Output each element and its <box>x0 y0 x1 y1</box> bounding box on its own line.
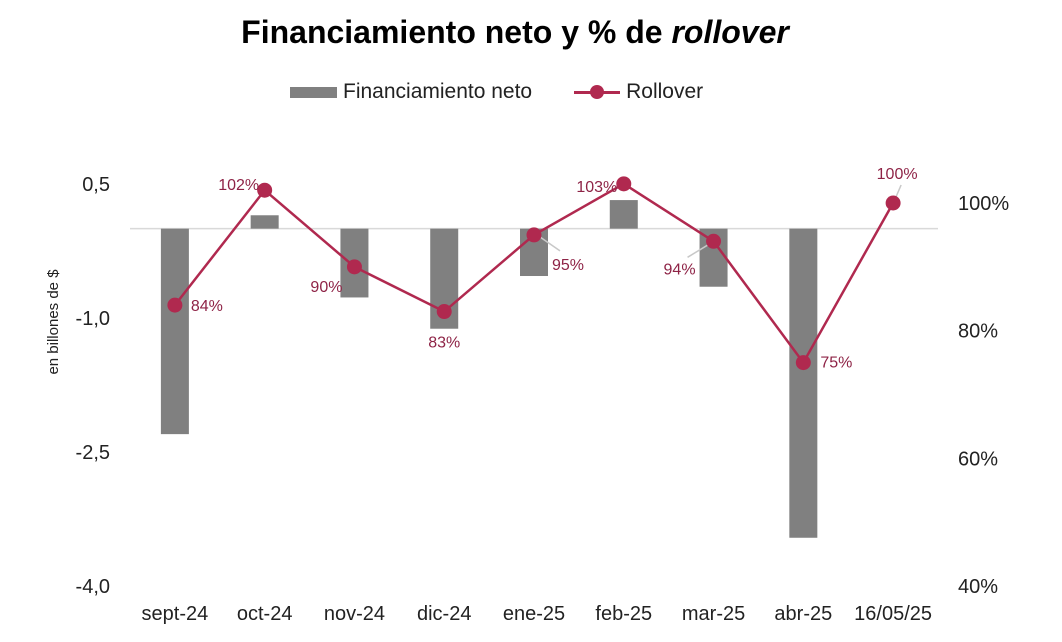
rollover-point <box>616 176 632 192</box>
x-tick-label: abr-25 <box>774 603 832 625</box>
rollover-point <box>436 304 452 320</box>
rollover-point <box>346 259 362 275</box>
y-right-tick-label: 80% <box>958 321 998 343</box>
x-tick-label: mar-25 <box>682 603 745 625</box>
chart-title: Financiamiento neto y % de rollover <box>0 14 1030 51</box>
rollover-data-label: 95% <box>552 257 584 274</box>
rollover-point <box>167 297 183 313</box>
y-right-tick-label: 60% <box>958 448 998 470</box>
legend-line-swatch <box>574 84 621 99</box>
legend: Financiamiento neto Rollover <box>290 80 745 104</box>
chart-title-italic: rollover <box>671 14 789 50</box>
y-right-tick-label: 100% <box>958 193 1009 215</box>
x-tick-label: dic-24 <box>417 603 471 625</box>
bar <box>789 228 818 538</box>
bar <box>160 228 189 435</box>
legend-label-financiamiento: Financiamiento neto <box>343 80 533 103</box>
x-tick-label: 16/05/25 <box>854 603 932 625</box>
x-tick-label: sept-24 <box>142 603 209 625</box>
y-left-tick-label: -4,0 <box>76 576 110 598</box>
y-left-tick-label: 0,5 <box>82 174 110 196</box>
rollover-point <box>706 233 722 249</box>
x-tick-label: oct-24 <box>237 603 293 625</box>
rollover-point <box>526 227 542 243</box>
rollover-point <box>795 355 811 371</box>
bar <box>609 200 638 229</box>
legend-item-rollover: Rollover <box>574 80 703 104</box>
rollover-point <box>257 182 273 198</box>
rollover-data-label: 94% <box>664 261 696 278</box>
rollover-data-label: 90% <box>310 279 342 296</box>
y-left-tick-label: -2,5 <box>76 442 110 464</box>
rollover-data-label: 100% <box>877 166 918 183</box>
legend-label-rollover: Rollover <box>626 80 704 103</box>
bar <box>250 215 279 229</box>
x-tick-label: nov-24 <box>324 603 385 625</box>
rollover-data-label: 102% <box>218 177 259 194</box>
legend-item-financiamiento: Financiamiento neto <box>290 80 532 104</box>
rollover-data-label: 84% <box>191 298 223 315</box>
x-tick-label: feb-25 <box>595 603 652 625</box>
y-left-axis-title: en billones de $ <box>45 269 62 375</box>
rollover-data-label: 75% <box>820 355 852 372</box>
chart-title-main: Financiamiento neto y % de <box>241 14 672 50</box>
rollover-data-label: 83% <box>428 335 460 352</box>
rollover-point <box>885 195 901 211</box>
y-right-tick-label: 40% <box>958 576 998 598</box>
legend-bar-swatch <box>290 86 337 98</box>
y-left-tick-label: -1,0 <box>76 308 110 330</box>
label-leader-line <box>687 242 711 258</box>
x-tick-label: ene-25 <box>503 603 565 625</box>
rollover-data-label: 103% <box>576 179 617 196</box>
